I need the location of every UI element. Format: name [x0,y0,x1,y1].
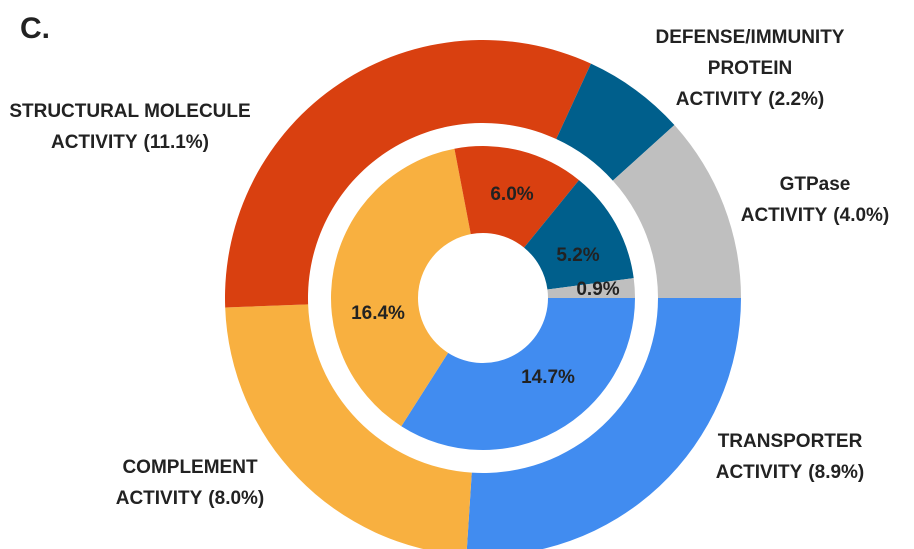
label-line: TRANSPORTER [718,431,863,452]
label-line: PROTEIN [708,58,792,79]
donut-segment [612,125,741,298]
value-label: 14.7% [521,367,575,388]
donut-segment [401,298,635,450]
donut-segment [225,304,472,549]
label-line: GTPase [780,174,851,195]
value-label: (4.0%) [833,205,889,226]
segment-label: DEFENSE/IMMUNITY PROTEIN ACTIVITY (2.2%) [656,27,845,110]
value-label: (8.9%) [808,462,864,483]
donut-segment [547,278,635,298]
value-label: 0.9% [576,279,619,300]
label-line: ACTIVITY [676,89,763,110]
value-label: 5.2% [556,245,599,266]
donut-segment [454,146,579,248]
value-label: (8.0%) [208,488,264,509]
value-label: (2.2%) [768,89,824,110]
label-line: ACTIVITY [716,462,803,483]
value-label: 6.0% [490,184,533,205]
segment-label: TRANSPORTER ACTIVITY (8.9%) [716,431,865,483]
label-line: STRUCTURAL MOLECULE [9,101,250,122]
label-line: ACTIVITY [51,132,138,153]
donut-segment [331,148,471,427]
donut-segment [524,180,634,290]
segment-label: GTPase ACTIVITY (4.0%) [741,174,890,226]
donut-segment [466,298,741,549]
label-line: ACTIVITY [741,205,828,226]
value-label: (11.1%) [144,132,209,153]
segment-label: COMPLEMENT ACTIVITY (8.0%) [116,457,265,509]
value-label: 16.4% [351,303,405,324]
donut-segment [225,39,591,308]
segment-label: STRUCTURAL MOLECULE ACTIVITY (11.1%) [9,101,250,153]
label-line: COMPLEMENT [122,457,258,478]
donut-segment [556,63,675,181]
chart-title: C. [20,12,50,45]
label-line: DEFENSE/IMMUNITY [656,27,845,48]
label-line: ACTIVITY [116,488,203,509]
